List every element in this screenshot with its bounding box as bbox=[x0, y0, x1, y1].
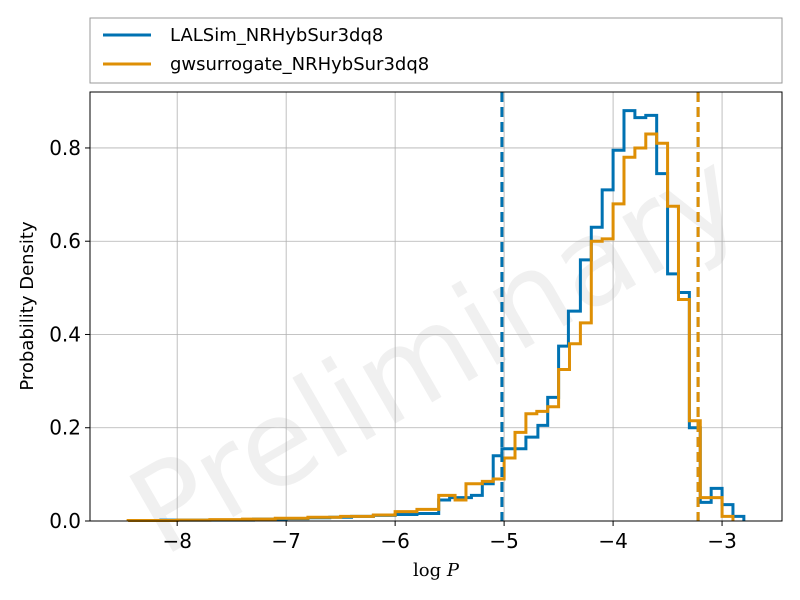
x-axis-label: log P bbox=[413, 560, 460, 581]
y-tick-label: 0.2 bbox=[49, 416, 81, 440]
histogram-series bbox=[126, 109, 746, 523]
x-tick-label: −6 bbox=[380, 529, 409, 553]
legend-label-gwsurrogate: gwsurrogate_NRHybSur3dq8 bbox=[170, 54, 429, 75]
x-tick-label: −8 bbox=[162, 529, 191, 553]
legend-label-lalsim: LALSim_NRHybSur3dq8 bbox=[170, 25, 383, 46]
x-tick-label: −4 bbox=[598, 529, 627, 553]
x-axis-label-var: P bbox=[446, 560, 460, 581]
x-tick-label: −3 bbox=[707, 529, 736, 553]
x-axis-ticks: −8 −7 −6 −5 −4 −3 bbox=[162, 521, 737, 553]
x-tick-label: −5 bbox=[489, 529, 518, 553]
y-axis-label: Probability Density bbox=[17, 221, 38, 391]
plot-frame bbox=[89, 91, 783, 522]
y-tick-label: 0.4 bbox=[49, 322, 81, 346]
y-tick-label: 0.0 bbox=[49, 509, 81, 533]
legend-box bbox=[89, 17, 783, 84]
x-tick-label: −7 bbox=[271, 529, 300, 553]
y-tick-label: 0.8 bbox=[49, 136, 81, 160]
y-tick-label: 0.6 bbox=[49, 229, 81, 253]
credible-interval-lines bbox=[500, 92, 700, 521]
y-axis-ticks: 0.0 0.2 0.4 0.6 0.8 bbox=[49, 136, 90, 533]
histogram-series-1 bbox=[126, 132, 735, 523]
x-axis-label-base: log bbox=[413, 560, 441, 581]
legend: LALSim_NRHybSur3dq8 gwsurrogate_NRHybSur… bbox=[89, 17, 783, 84]
